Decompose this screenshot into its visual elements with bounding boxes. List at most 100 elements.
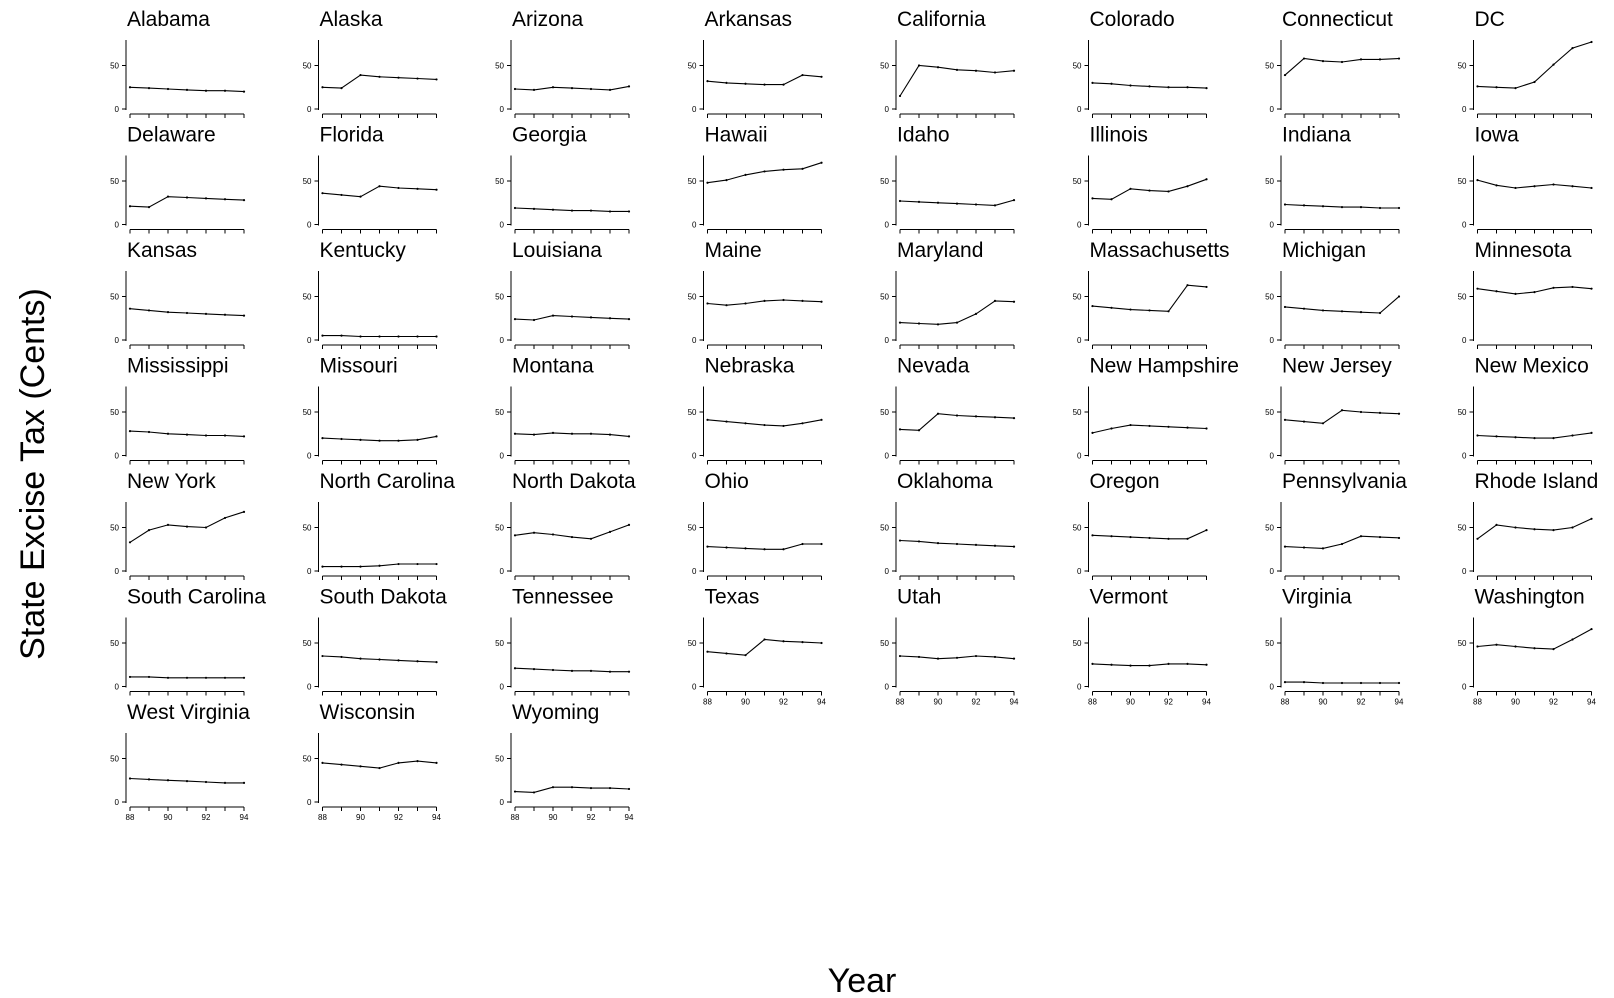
data-point	[1552, 647, 1555, 651]
panel-title: Wisconsin	[320, 701, 416, 724]
data-point	[147, 430, 151, 434]
data-point	[801, 641, 804, 644]
y-tick-label: 0	[500, 221, 505, 230]
data-point	[1552, 437, 1555, 440]
data-point	[1321, 309, 1325, 312]
data-point	[917, 429, 921, 432]
data-point	[1091, 81, 1094, 84]
data-point	[397, 562, 400, 566]
y-tick-label: 50	[495, 639, 504, 648]
data-point	[532, 433, 536, 436]
data-point	[820, 161, 823, 164]
data-point	[1321, 205, 1325, 208]
y-tick-label: 50	[303, 293, 312, 302]
y-tick-label: 0	[115, 683, 120, 692]
data-point	[147, 675, 151, 679]
panel-wisconsin: Wisconsin 0 50 88 90 92 94	[303, 701, 442, 822]
data-point	[936, 66, 940, 69]
data-point	[551, 668, 555, 672]
data-point	[725, 304, 728, 307]
data-point	[359, 438, 362, 441]
x-tick-label: 90	[1511, 698, 1520, 707]
data-point	[608, 88, 612, 91]
data-point	[1476, 537, 1479, 540]
y-tick-label: 50	[1458, 62, 1467, 71]
panel-title: Nebraska	[705, 355, 795, 378]
panel-title: California	[897, 8, 986, 31]
y-tick-label: 0	[1077, 336, 1082, 345]
data-point	[627, 523, 631, 526]
y-tick-label: 50	[1458, 639, 1467, 648]
data-point	[378, 75, 381, 78]
data-point	[974, 312, 978, 315]
panel-title: West Virginia	[127, 701, 250, 724]
panel-missouri: Missouri 0 50	[303, 355, 438, 465]
data-point	[801, 73, 804, 77]
panel-title: North Carolina	[320, 470, 456, 493]
data-point	[725, 81, 728, 84]
data-point	[185, 311, 189, 315]
data-point	[1571, 185, 1574, 188]
x-tick-label: 94	[1395, 698, 1404, 707]
data-point	[435, 188, 438, 191]
panel-title: Maryland	[897, 239, 983, 262]
data-point	[359, 657, 362, 660]
data-point	[1533, 80, 1536, 84]
data-point	[1340, 206, 1344, 209]
panel-title: Minnesota	[1475, 239, 1572, 262]
panel-tennessee: Tennessee 0 50	[495, 586, 631, 696]
panel-colorado: Colorado 0 50	[1073, 8, 1208, 118]
data-point	[1495, 86, 1498, 89]
data-point	[185, 88, 189, 91]
data-point	[359, 335, 362, 338]
data-point	[1205, 427, 1208, 430]
data-point	[725, 179, 728, 182]
data-point	[1476, 179, 1479, 182]
data-point	[706, 181, 709, 184]
panel-idaho: Idaho 0 50	[880, 124, 1016, 234]
x-tick-label: 94	[625, 813, 634, 822]
y-tick-label: 50	[1265, 639, 1274, 648]
data-point	[993, 71, 997, 74]
data-point	[513, 318, 517, 321]
panel-title: Florida	[320, 124, 385, 147]
data-point	[589, 209, 593, 212]
data-point	[725, 546, 728, 549]
y-tick-label: 0	[1462, 452, 1467, 461]
y-tick-label: 0	[885, 683, 890, 692]
data-point	[1378, 411, 1382, 414]
data-point	[955, 68, 959, 71]
y-tick-label: 0	[307, 567, 312, 576]
y-tick-label: 0	[692, 336, 697, 345]
data-point	[898, 199, 902, 203]
data-point	[532, 791, 536, 794]
y-tick-label: 50	[303, 408, 312, 417]
data-point	[820, 542, 823, 546]
data-point	[608, 670, 612, 673]
y-tick-label: 50	[880, 62, 889, 71]
data-point	[1012, 199, 1016, 202]
x-tick-label: 94	[240, 813, 249, 822]
panel-iowa: Iowa 0 50	[1458, 124, 1593, 234]
series-line-maryland	[899, 300, 1015, 325]
panel-georgia: Georgia 0 50	[495, 124, 631, 234]
x-tick-label: 88	[703, 698, 712, 707]
data-point	[1110, 663, 1113, 666]
y-tick-label: 0	[885, 452, 890, 461]
panel-new-hampshire: New Hampshire 0 50	[1073, 355, 1239, 465]
data-point	[1302, 204, 1306, 207]
data-point	[435, 562, 438, 566]
y-axis-title: State Excise Tax (Cents)	[14, 288, 52, 660]
data-point	[1205, 663, 1208, 666]
data-point	[321, 437, 324, 440]
y-tick-label: 0	[500, 683, 505, 692]
data-point	[340, 655, 343, 659]
panel-north-dakota: North Dakota 0 50	[495, 470, 636, 580]
data-point	[1495, 184, 1498, 187]
y-tick-label: 0	[1077, 221, 1082, 230]
data-point	[1359, 311, 1363, 314]
panel-title: New Hampshire	[1090, 355, 1239, 378]
y-tick-label: 0	[307, 798, 312, 807]
data-point	[1359, 410, 1363, 414]
data-point	[340, 763, 343, 766]
